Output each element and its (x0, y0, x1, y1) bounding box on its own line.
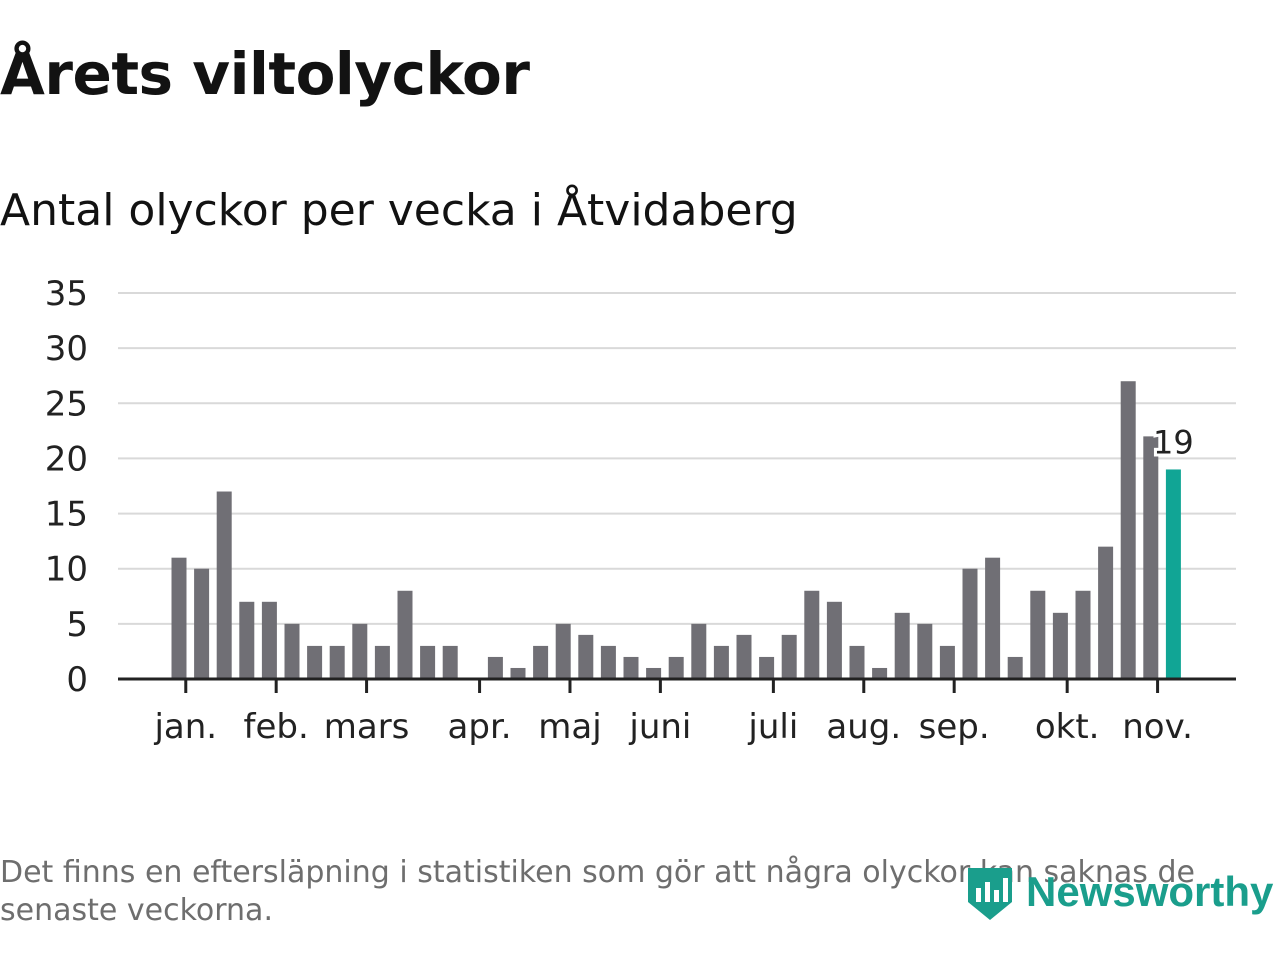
x-tick-label: feb. (244, 707, 309, 747)
x-tick-label: nov. (1122, 707, 1193, 747)
logo-text: Newsworthy (1026, 868, 1274, 915)
bar (691, 623, 707, 679)
x-tick-label: sep. (919, 707, 990, 747)
y-tick-label: 35 (45, 274, 88, 314)
bar (352, 623, 368, 679)
bar (374, 645, 390, 679)
bar (646, 667, 662, 679)
bar (804, 590, 820, 679)
bar (985, 557, 1001, 679)
bar (442, 645, 458, 679)
y-tick-label: 25 (45, 384, 88, 424)
y-tick-label: 30 (45, 329, 88, 369)
bar (1052, 612, 1068, 679)
bar (668, 656, 684, 679)
y-tick-label: 20 (45, 439, 88, 479)
newsworthy-logo: Newsworthy (964, 862, 1273, 922)
bar (600, 645, 616, 679)
bar (284, 623, 300, 679)
bar (962, 568, 978, 679)
bar (826, 601, 842, 679)
bar (894, 612, 910, 679)
bar (849, 645, 865, 679)
bar (307, 645, 323, 679)
bar-chart: 0 5 10 15 20 25 30 35 jan. feb. mars apr. maj juni jul… (45, 274, 1236, 747)
x-tick-label: jan. (153, 707, 217, 747)
bar-highlight (1165, 469, 1181, 679)
bar (759, 656, 775, 679)
y-tick-label: 0 (66, 660, 88, 700)
bar (329, 645, 345, 679)
y-tick-label: 10 (45, 550, 88, 590)
bar (239, 601, 255, 679)
bar (171, 557, 187, 679)
bar (216, 491, 232, 679)
bar (578, 634, 594, 679)
data-label: 19 (1153, 423, 1194, 461)
x-tick-label: mars (324, 707, 410, 747)
bar (917, 623, 933, 679)
x-tick-label: okt. (1035, 707, 1100, 747)
bar (194, 568, 210, 679)
bar (533, 645, 549, 679)
bar (1075, 590, 1091, 679)
bar (1098, 546, 1114, 679)
y-tick-label: 5 (66, 605, 88, 645)
newsworthy-logo-icon (968, 868, 1012, 920)
bar (487, 656, 503, 679)
bar (397, 590, 413, 679)
bar (781, 634, 797, 679)
bar (623, 656, 639, 679)
bar (713, 645, 729, 679)
y-tick-label: 15 (45, 495, 88, 535)
bar (420, 645, 436, 679)
x-tick-label: juli (747, 707, 798, 747)
bar (261, 601, 277, 679)
x-tick-label: maj (538, 707, 601, 747)
bar (736, 634, 752, 679)
x-tick-label: aug. (826, 707, 901, 747)
x-tick-label: apr. (448, 707, 512, 747)
bar (1030, 590, 1046, 679)
chart-subtitle: Antal olyckor per vecka i Åtvidaberg (0, 185, 798, 236)
bar (1143, 436, 1159, 679)
bar (555, 623, 571, 679)
bar (939, 645, 955, 679)
bar (1120, 381, 1136, 679)
bar (1007, 656, 1023, 679)
bar (872, 667, 888, 679)
bar (510, 667, 526, 679)
chart-title: Årets viltolyckor (0, 40, 530, 108)
x-tick-label: juni (628, 707, 691, 747)
